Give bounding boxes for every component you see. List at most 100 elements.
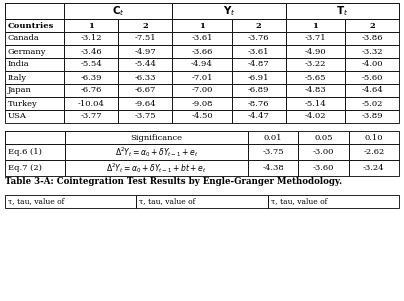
- Text: -3.75: -3.75: [135, 113, 156, 120]
- Text: USA: USA: [8, 113, 27, 120]
- Bar: [118, 58, 173, 71]
- Bar: [5, 3, 64, 19]
- Text: -6.39: -6.39: [81, 73, 102, 82]
- Bar: [64, 84, 118, 97]
- Text: Italy: Italy: [8, 73, 27, 82]
- Text: -10.04: -10.04: [78, 100, 105, 107]
- Bar: [231, 97, 286, 110]
- Bar: [173, 71, 231, 84]
- Text: -6.89: -6.89: [248, 86, 269, 95]
- Text: τ, tau, value of: τ, tau, value of: [8, 197, 64, 206]
- Bar: [64, 71, 118, 84]
- Text: 1: 1: [199, 21, 205, 29]
- Text: 0.10: 0.10: [364, 134, 383, 141]
- Text: -4.90: -4.90: [305, 48, 326, 55]
- Text: -4.50: -4.50: [191, 113, 213, 120]
- Bar: [5, 84, 64, 97]
- Text: Eq.7 (2): Eq.7 (2): [8, 164, 42, 172]
- Text: -7.51: -7.51: [135, 35, 156, 42]
- Text: $\Delta^2 Y_t = \alpha_0 + \delta Y_{t-1} + e_t$: $\Delta^2 Y_t = \alpha_0 + \delta Y_{t-1…: [115, 145, 198, 159]
- Bar: [345, 84, 399, 97]
- Text: -3.75: -3.75: [262, 148, 284, 156]
- Bar: [5, 71, 64, 84]
- Text: -4.64: -4.64: [361, 86, 383, 95]
- Bar: [345, 58, 399, 71]
- Bar: [118, 45, 173, 58]
- Text: -3.61: -3.61: [248, 48, 269, 55]
- Text: -2.62: -2.62: [363, 148, 385, 156]
- Text: -4.02: -4.02: [305, 113, 326, 120]
- Bar: [64, 32, 118, 45]
- Text: 1: 1: [312, 21, 318, 29]
- Bar: [286, 45, 345, 58]
- Bar: [231, 58, 286, 71]
- Text: -6.33: -6.33: [135, 73, 156, 82]
- Text: -4.00: -4.00: [361, 61, 383, 69]
- Bar: [173, 97, 231, 110]
- Bar: [64, 58, 118, 71]
- Text: -4.38: -4.38: [262, 164, 284, 172]
- Bar: [248, 131, 298, 144]
- Text: -7.01: -7.01: [191, 73, 213, 82]
- Bar: [5, 58, 64, 71]
- Bar: [345, 97, 399, 110]
- Bar: [298, 131, 349, 144]
- Text: -7.00: -7.00: [191, 86, 213, 95]
- Bar: [286, 19, 345, 32]
- Text: -3.71: -3.71: [305, 35, 326, 42]
- Text: Canada: Canada: [8, 35, 40, 42]
- Bar: [5, 160, 65, 176]
- Text: -6.67: -6.67: [135, 86, 156, 95]
- Bar: [286, 84, 345, 97]
- Bar: [298, 160, 349, 176]
- Text: 1: 1: [88, 21, 94, 29]
- Bar: [64, 45, 118, 58]
- Bar: [248, 160, 298, 176]
- Bar: [5, 131, 65, 144]
- Text: -8.76: -8.76: [248, 100, 269, 107]
- Text: 0.05: 0.05: [314, 134, 332, 141]
- Bar: [286, 3, 345, 19]
- Bar: [118, 71, 173, 84]
- Text: -9.08: -9.08: [191, 100, 213, 107]
- Bar: [65, 160, 248, 176]
- Bar: [173, 3, 231, 19]
- Bar: [345, 71, 399, 84]
- Bar: [173, 110, 231, 123]
- Text: -4.87: -4.87: [248, 61, 269, 69]
- Bar: [118, 97, 173, 110]
- Text: Turkey: Turkey: [8, 100, 38, 107]
- Text: 0.01: 0.01: [264, 134, 282, 141]
- Bar: [345, 3, 399, 19]
- Text: -5.65: -5.65: [305, 73, 326, 82]
- Bar: [64, 3, 173, 19]
- Text: Table 3-A: Cointegration Test Results by Engle-Granger Methodology.: Table 3-A: Cointegration Test Results by…: [5, 178, 342, 187]
- Bar: [5, 45, 64, 58]
- Bar: [231, 32, 286, 45]
- Bar: [349, 131, 399, 144]
- Bar: [286, 71, 345, 84]
- Bar: [5, 144, 65, 160]
- Text: τ, tau, value of: τ, tau, value of: [271, 197, 327, 206]
- Bar: [173, 84, 231, 97]
- Text: -3.61: -3.61: [191, 35, 213, 42]
- Bar: [5, 195, 136, 208]
- Text: -5.44: -5.44: [135, 61, 156, 69]
- Text: -3.46: -3.46: [80, 48, 102, 55]
- Text: -3.00: -3.00: [313, 148, 334, 156]
- Bar: [136, 195, 268, 208]
- Text: Germany: Germany: [8, 48, 46, 55]
- Bar: [298, 144, 349, 160]
- Text: $\Delta^2 Y_t = \alpha_0 + \delta Y_{t-1} + bt + e_t$: $\Delta^2 Y_t = \alpha_0 + \delta Y_{t-1…: [106, 161, 206, 175]
- Bar: [5, 131, 65, 144]
- Bar: [231, 19, 286, 32]
- Text: India: India: [8, 61, 29, 69]
- Text: -4.47: -4.47: [248, 113, 269, 120]
- Bar: [5, 3, 64, 19]
- Bar: [118, 3, 173, 19]
- Bar: [349, 144, 399, 160]
- Text: -3.24: -3.24: [363, 164, 385, 172]
- Bar: [64, 19, 118, 32]
- Text: Eq.6 (1): Eq.6 (1): [8, 148, 42, 156]
- Bar: [286, 3, 399, 19]
